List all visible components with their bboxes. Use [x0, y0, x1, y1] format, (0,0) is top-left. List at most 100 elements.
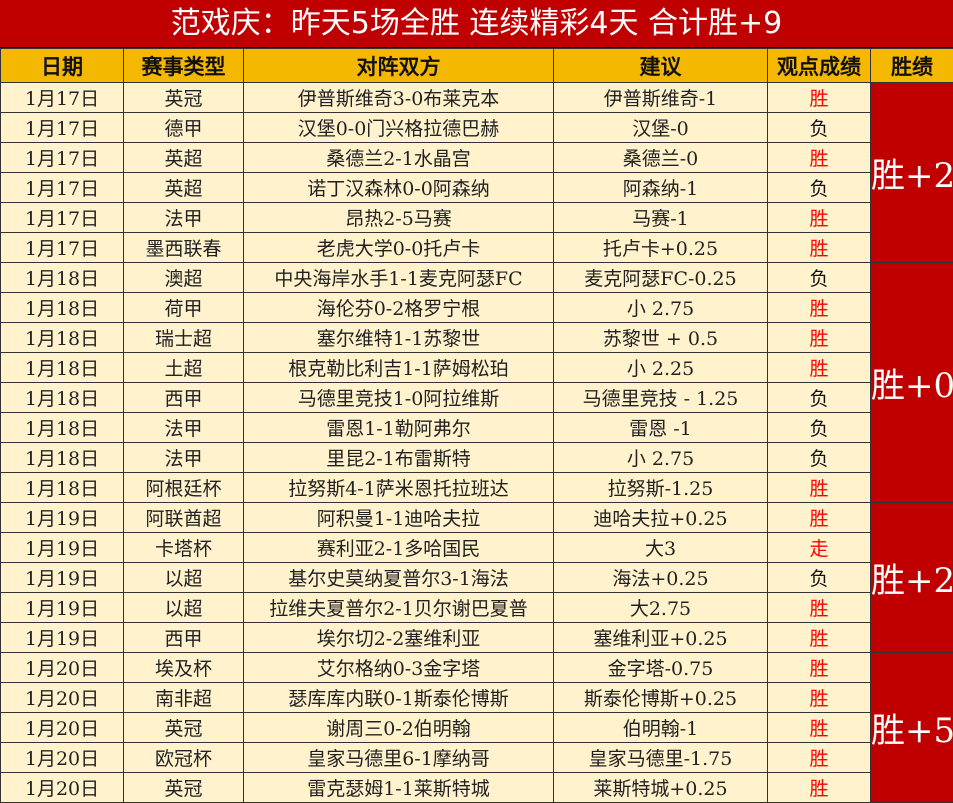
tip-cell: 大3: [554, 533, 768, 563]
tip-cell: 伯明翰-1: [554, 713, 768, 743]
match-cell: 里昆2-1布雷斯特: [244, 443, 554, 473]
tip-cell: 伊普斯维奇-1: [554, 83, 768, 113]
result-cell: 走: [768, 533, 871, 563]
header-league: 赛事类型: [124, 49, 244, 83]
match-cell: 塞尔维特1-1苏黎世: [244, 323, 554, 353]
match-cell: 马德里竞技1-0阿拉维斯: [244, 383, 554, 413]
match-cell: 赛利亚2-1多哈国民: [244, 533, 554, 563]
result-cell: 胜: [768, 203, 871, 233]
date-cell: 1月17日: [1, 233, 124, 263]
header-result: 观点成绩: [768, 49, 871, 83]
match-cell: 海伦芬0-2格罗宁根: [244, 293, 554, 323]
result-cell: 负: [768, 263, 871, 293]
result-cell: 胜: [768, 593, 871, 623]
date-cell: 1月18日: [1, 473, 124, 503]
league-cell: 荷甲: [124, 293, 244, 323]
league-cell: 西甲: [124, 623, 244, 653]
result-cell: 胜: [768, 653, 871, 683]
league-cell: 墨西联春: [124, 233, 244, 263]
result-cell: 负: [768, 383, 871, 413]
result-cell: 负: [768, 413, 871, 443]
result-cell: 胜: [768, 473, 871, 503]
tip-cell: 阿森纳-1: [554, 173, 768, 203]
league-cell: 阿联酋超: [124, 503, 244, 533]
tip-cell: 桑德兰-0: [554, 143, 768, 173]
header-row: 日期 赛事类型 对阵双方 建议 观点成绩 胜绩: [1, 49, 953, 83]
summary-cell: 胜+0: [871, 263, 953, 503]
tip-cell: 金字塔-0.75: [554, 653, 768, 683]
result-cell: 胜: [768, 83, 871, 113]
date-cell: 1月19日: [1, 533, 124, 563]
result-cell: 负: [768, 443, 871, 473]
match-cell: 谢周三0-2伯明翰: [244, 713, 554, 743]
date-cell: 1月17日: [1, 113, 124, 143]
tip-cell: 塞维利亚+0.25: [554, 623, 768, 653]
date-cell: 1月20日: [1, 683, 124, 713]
tip-cell: 托卢卡+0.25: [554, 233, 768, 263]
match-cell: 基尔史莫纳夏普尔3-1海法: [244, 563, 554, 593]
result-cell: 负: [768, 173, 871, 203]
league-cell: 瑞士超: [124, 323, 244, 353]
league-cell: 英冠: [124, 713, 244, 743]
tip-cell: 雷恩 -1: [554, 413, 768, 443]
result-cell: 胜: [768, 293, 871, 323]
league-cell: 以超: [124, 563, 244, 593]
tip-cell: 海法+0.25: [554, 563, 768, 593]
league-cell: 卡塔杯: [124, 533, 244, 563]
tip-cell: 斯泰伦博斯+0.25: [554, 683, 768, 713]
match-cell: 雷恩1-1勒阿弗尔: [244, 413, 554, 443]
date-cell: 1月20日: [1, 743, 124, 773]
match-cell: 雷克瑟姆1-1莱斯特城: [244, 773, 554, 803]
date-cell: 1月19日: [1, 593, 124, 623]
result-cell: 胜: [768, 503, 871, 533]
date-cell: 1月19日: [1, 503, 124, 533]
match-cell: 老虎大学0-0托卢卡: [244, 233, 554, 263]
match-cell: 拉维夫夏普尔2-1贝尔谢巴夏普: [244, 593, 554, 623]
tip-cell: 马德里竞技 - 1.25: [554, 383, 768, 413]
date-cell: 1月18日: [1, 443, 124, 473]
date-cell: 1月17日: [1, 173, 124, 203]
league-cell: 南非超: [124, 683, 244, 713]
match-cell: 皇家马德里6-1摩纳哥: [244, 743, 554, 773]
date-cell: 1月18日: [1, 413, 124, 443]
league-cell: 德甲: [124, 113, 244, 143]
result-cell: 胜: [768, 353, 871, 383]
result-cell: 胜: [768, 683, 871, 713]
tip-cell: 莱斯特城+0.25: [554, 773, 768, 803]
match-cell: 桑德兰2-1水晶宫: [244, 143, 554, 173]
date-cell: 1月18日: [1, 293, 124, 323]
league-cell: 西甲: [124, 383, 244, 413]
header-match: 对阵双方: [244, 49, 554, 83]
tip-cell: 大2.75: [554, 593, 768, 623]
league-cell: 英冠: [124, 83, 244, 113]
result-cell: 胜: [768, 713, 871, 743]
summary-cell: 胜+2: [871, 503, 953, 653]
page-title: 范戏庆：昨天5场全胜 连续精彩4天 合计胜+9: [0, 0, 953, 48]
league-cell: 阿根廷杯: [124, 473, 244, 503]
date-cell: 1月17日: [1, 203, 124, 233]
result-cell: 胜: [768, 623, 871, 653]
league-cell: 英冠: [124, 773, 244, 803]
results-table: 日期 赛事类型 对阵双方 建议 观点成绩 胜绩 1月17日英冠伊普斯维奇3-0布…: [0, 48, 953, 803]
match-cell: 埃尔切2-2塞维利亚: [244, 623, 554, 653]
result-cell: 胜: [768, 743, 871, 773]
league-cell: 埃及杯: [124, 653, 244, 683]
date-cell: 1月18日: [1, 323, 124, 353]
date-cell: 1月19日: [1, 563, 124, 593]
